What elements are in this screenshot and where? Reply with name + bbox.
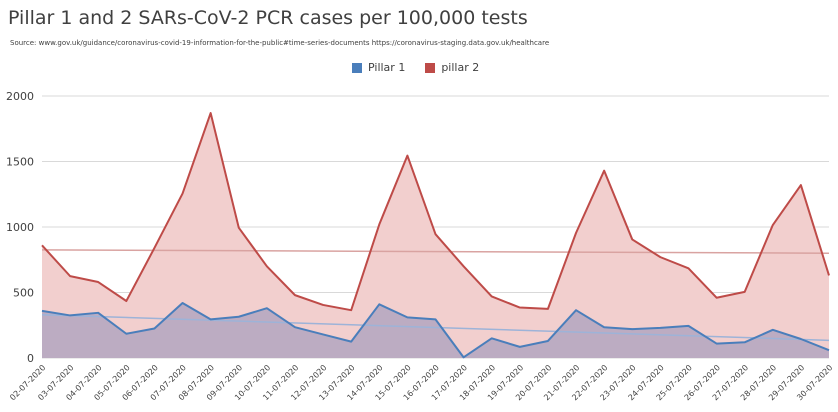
chart-title: Pillar 1 and 2 SARs-CoV-2 PCR cases per …	[8, 7, 528, 29]
y-tick-label: 1000	[6, 221, 34, 234]
trendline-pillar-2	[41, 249, 830, 254]
legend: Pillar 1 pillar 2	[352, 61, 499, 74]
legend-item-pillar-2[interactable]: pillar 2	[425, 61, 479, 74]
y-tick-label: 2000	[6, 90, 34, 103]
y-tick-label: 0	[27, 352, 34, 365]
y-tick-label: 1500	[6, 156, 34, 169]
trendline-pillar-1	[41, 314, 830, 342]
legend-swatch-pillar-2	[425, 62, 436, 73]
legend-label-pillar-2: pillar 2	[441, 61, 480, 74]
legend-swatch-pillar-1	[352, 62, 362, 73]
legend-item-pillar-1[interactable]: Pillar 1	[352, 61, 405, 74]
area-pillar-1	[42, 302, 829, 358]
chart-source: Source: www.gov.uk/guidance/coronavirus-…	[10, 39, 550, 47]
legend-label-pillar-1: Pillar 1	[368, 61, 406, 74]
y-tick-label: 500	[13, 287, 34, 300]
